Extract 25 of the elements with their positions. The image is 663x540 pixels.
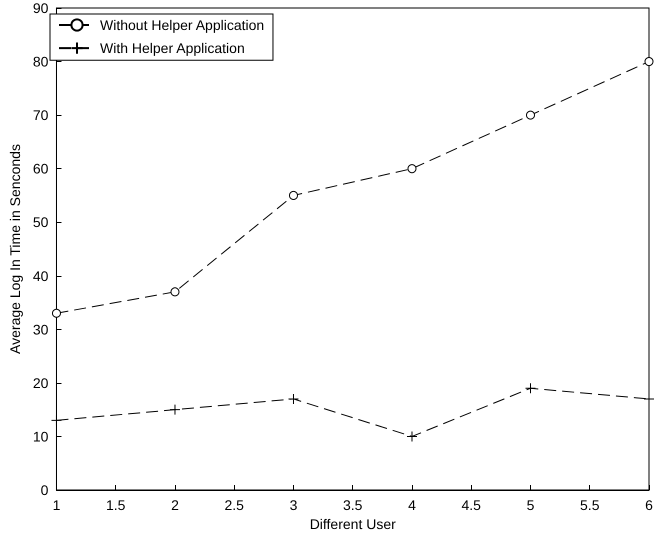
x-tick-label: 5 bbox=[526, 497, 535, 513]
y-tick-label: 50 bbox=[32, 214, 49, 230]
y-tick-label: 0 bbox=[40, 482, 49, 498]
y-tick-label: 30 bbox=[32, 321, 49, 338]
y-tick-label: 20 bbox=[32, 374, 49, 391]
x-tick-label: 4 bbox=[408, 497, 416, 513]
legend-label: Without Helper Application bbox=[100, 17, 264, 33]
x-tick-label: 5.5 bbox=[580, 497, 600, 513]
y-tick-label: 70 bbox=[32, 107, 49, 124]
x-tick-label: 4.5 bbox=[462, 497, 482, 513]
x-tick-label: 6 bbox=[645, 497, 654, 513]
y-tick-label: 60 bbox=[32, 160, 49, 177]
x-tick-label: 1.5 bbox=[106, 497, 126, 513]
x-tick-label: 3 bbox=[290, 497, 298, 513]
y-tick-label: 40 bbox=[32, 268, 49, 284]
x-tick-label: 2.5 bbox=[224, 497, 244, 513]
legend-label: With Helper Application bbox=[100, 40, 245, 56]
y-tick-label: 90 bbox=[32, 0, 49, 16]
y-tick-label: 10 bbox=[32, 428, 49, 444]
x-tick-label: 3.5 bbox=[343, 497, 363, 513]
x-tick-label: 2 bbox=[171, 497, 180, 513]
x-axis-title: Different User bbox=[310, 516, 396, 532]
y-tick-label: 80 bbox=[32, 54, 49, 70]
y-axis-title: Average Log In Time in Senconds bbox=[7, 144, 23, 354]
x-tick-label: 1 bbox=[52, 497, 61, 513]
